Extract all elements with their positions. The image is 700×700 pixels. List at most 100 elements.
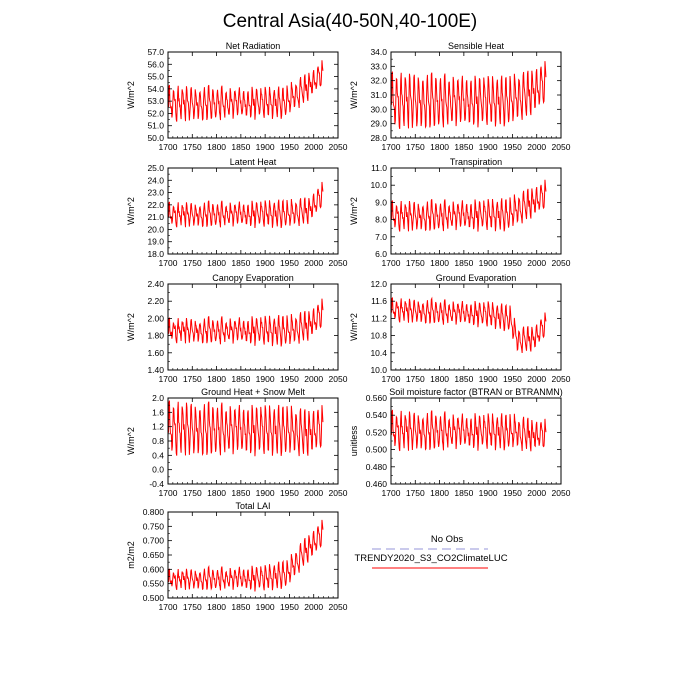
panel-8: 1700 1750 1800 1850 1900 1950 2000 2050 0.460 0.4… [349,387,571,498]
panel-1-xtick-label: 1800 [207,142,226,152]
panel-1-title: Net Radiation [226,41,281,51]
panel-6-ylabel: W/m^2 [349,313,359,341]
panel-7-ytick-label: 0.8 [152,436,164,446]
panel-8-xtick-label: 2050 [552,488,571,498]
panel-1-ytick-label: 51.0 [147,121,164,131]
panel-4-series-1 [391,179,547,232]
panel-9-ytick-label: 0.800 [143,507,165,517]
panel-1-xtick-label: 1900 [256,142,275,152]
panel-2-ytick-label: 34.0 [370,47,387,57]
panel-9-ytick-label: 0.500 [143,593,165,603]
panel-9-xtick-label: 1850 [231,602,250,612]
panel-8-xtick-label: 1700 [382,488,401,498]
panel-5-series-1 [168,298,324,347]
panel-9-xtick-label: 1800 [207,602,226,612]
panel-3-ytick-label: 23.0 [147,188,164,198]
panel-3-xtick-label: 2000 [304,258,323,268]
panel-1-xtick-label: 1750 [183,142,202,152]
panel-4-xtick-label: 2050 [552,258,571,268]
panel-2-xtick-label: 1850 [454,142,473,152]
panel-7-ylabel: W/m^2 [126,427,136,455]
panel-4-ylabel: W/m^2 [349,197,359,225]
panel-7-xtick-label: 1900 [256,488,275,498]
panel-2-ytick-label: 32.0 [370,76,387,86]
panel-7-ytick-label: 2.0 [152,393,164,403]
panel-1-xtick-label: 1700 [159,142,178,152]
panel-5-xtick-label: 1800 [207,374,226,384]
panel-8-ylabel: unitless [349,425,359,456]
panel-9-xtick-label: 1750 [183,602,202,612]
panel-6-xtick-label: 1900 [479,374,498,384]
panel-6-ytick-label: 10.0 [370,365,387,375]
panel-7-title: Ground Heat + Snow Melt [201,387,305,397]
panel-3-ytick-label: 22.0 [147,200,164,210]
panel-7-xtick-label: 1800 [207,488,226,498]
panel-3-title: Latent Heat [230,157,277,167]
panel-6-frame [390,283,562,371]
panel-7-xtick-label: 2000 [304,488,323,498]
panel-4-ytick-label: 8.0 [375,215,387,225]
panel-2: 1700 1750 1800 1850 1900 1950 2000 2050 28.0 29.0… [349,41,571,152]
panel-8-ytick-label: 0.480 [366,462,388,472]
panel-6-ytick-label: 10.8 [370,331,387,341]
panel-4-ytick-label: 6.0 [375,249,387,259]
panel-2-xtick-label: 1800 [430,142,449,152]
panel-4-xtick-label: 1850 [454,258,473,268]
panel-2-ytick-label: 30.0 [370,104,387,114]
panel-3-ytick-label: 25.0 [147,163,164,173]
panel-4-ytick-label: 9.0 [375,197,387,207]
panel-3-ytick-label: 19.0 [147,237,164,247]
panel-3-ytick-label: 20.0 [147,224,164,234]
panel-3-xtick-label: 1950 [280,258,299,268]
panel-3-xtick-label: 1900 [256,258,275,268]
panel-3-ylabel: W/m^2 [126,197,136,225]
panel-2-ytick-label: 31.0 [370,90,387,100]
panel-2-ytick-label: 33.0 [370,61,387,71]
panel-8-ytick-label: 0.500 [366,445,388,455]
panel-5-xtick-label: 1850 [231,374,250,384]
legend-model-label: TRENDY2020_S3_CO2ClimateLUC [354,553,507,564]
panel-7-xtick-label: 2050 [329,488,348,498]
panel-8-ytick-label: 0.460 [366,479,388,489]
panel-6-ytick-label: 12.0 [370,279,387,289]
panel-7-xtick-label: 1700 [159,488,178,498]
panel-6-xtick-label: 2050 [552,374,571,384]
panel-6-xtick-label: 2000 [527,374,546,384]
panel-7-ytick-label: 0.0 [152,465,164,475]
panel-1-ytick-label: 52.0 [147,108,164,118]
panel-1-ytick-label: 57.0 [147,47,164,57]
panel-9-xtick-label: 1900 [256,602,275,612]
panel-7-ytick-label: -0.4 [149,479,164,489]
panel-4-xtick-label: 1750 [406,258,425,268]
panel-4-xtick-label: 1700 [382,258,401,268]
panel-5-xtick-label: 2000 [304,374,323,384]
panel-1-xtick-label: 2050 [329,142,348,152]
panel-3-series-1 [168,181,324,229]
panel-9-ylabel: m2/m2 [126,541,136,569]
panel-1-xtick-label: 1850 [231,142,250,152]
panel-6-ytick-label: 10.4 [370,348,387,358]
panel-9-series-1 [168,519,324,592]
panel-1-xtick-label: 1950 [280,142,299,152]
panel-9-xtick-label: 2000 [304,602,323,612]
legend-obs-label: No Obs [431,534,463,545]
panel-8-title: Soil moisture factor (BTRAN or BTRANMN) [389,387,563,397]
panel-9-xtick-label: 1700 [159,602,178,612]
panels: 1700 1750 1800 1850 1900 1950 2000 2050 50.0 51.0… [126,41,571,612]
panel-8-xtick-label: 1750 [406,488,425,498]
panel-7-xtick-label: 1950 [280,488,299,498]
panel-1-xtick-label: 2000 [304,142,323,152]
panel-1-ytick-label: 55.0 [147,72,164,82]
panel-6-xtick-label: 1850 [454,374,473,384]
panel-7: 1700 1750 1800 1850 1900 1950 2000 2050 -0.4 0.0 0… [126,387,348,498]
panel-2-xtick-label: 2000 [527,142,546,152]
panel-3-ytick-label: 18.0 [147,249,164,259]
panel-2-xtick-label: 1950 [503,142,522,152]
panel-4-xtick-label: 1800 [430,258,449,268]
panel-6-title: Ground Evaporation [436,273,517,283]
panel-2-xtick-label: 1700 [382,142,401,152]
panel-8-xtick-label: 1950 [503,488,522,498]
panel-7-xtick-label: 1750 [183,488,202,498]
panel-2-ytick-label: 28.0 [370,133,387,143]
panel-2-ytick-label: 29.0 [370,119,387,129]
